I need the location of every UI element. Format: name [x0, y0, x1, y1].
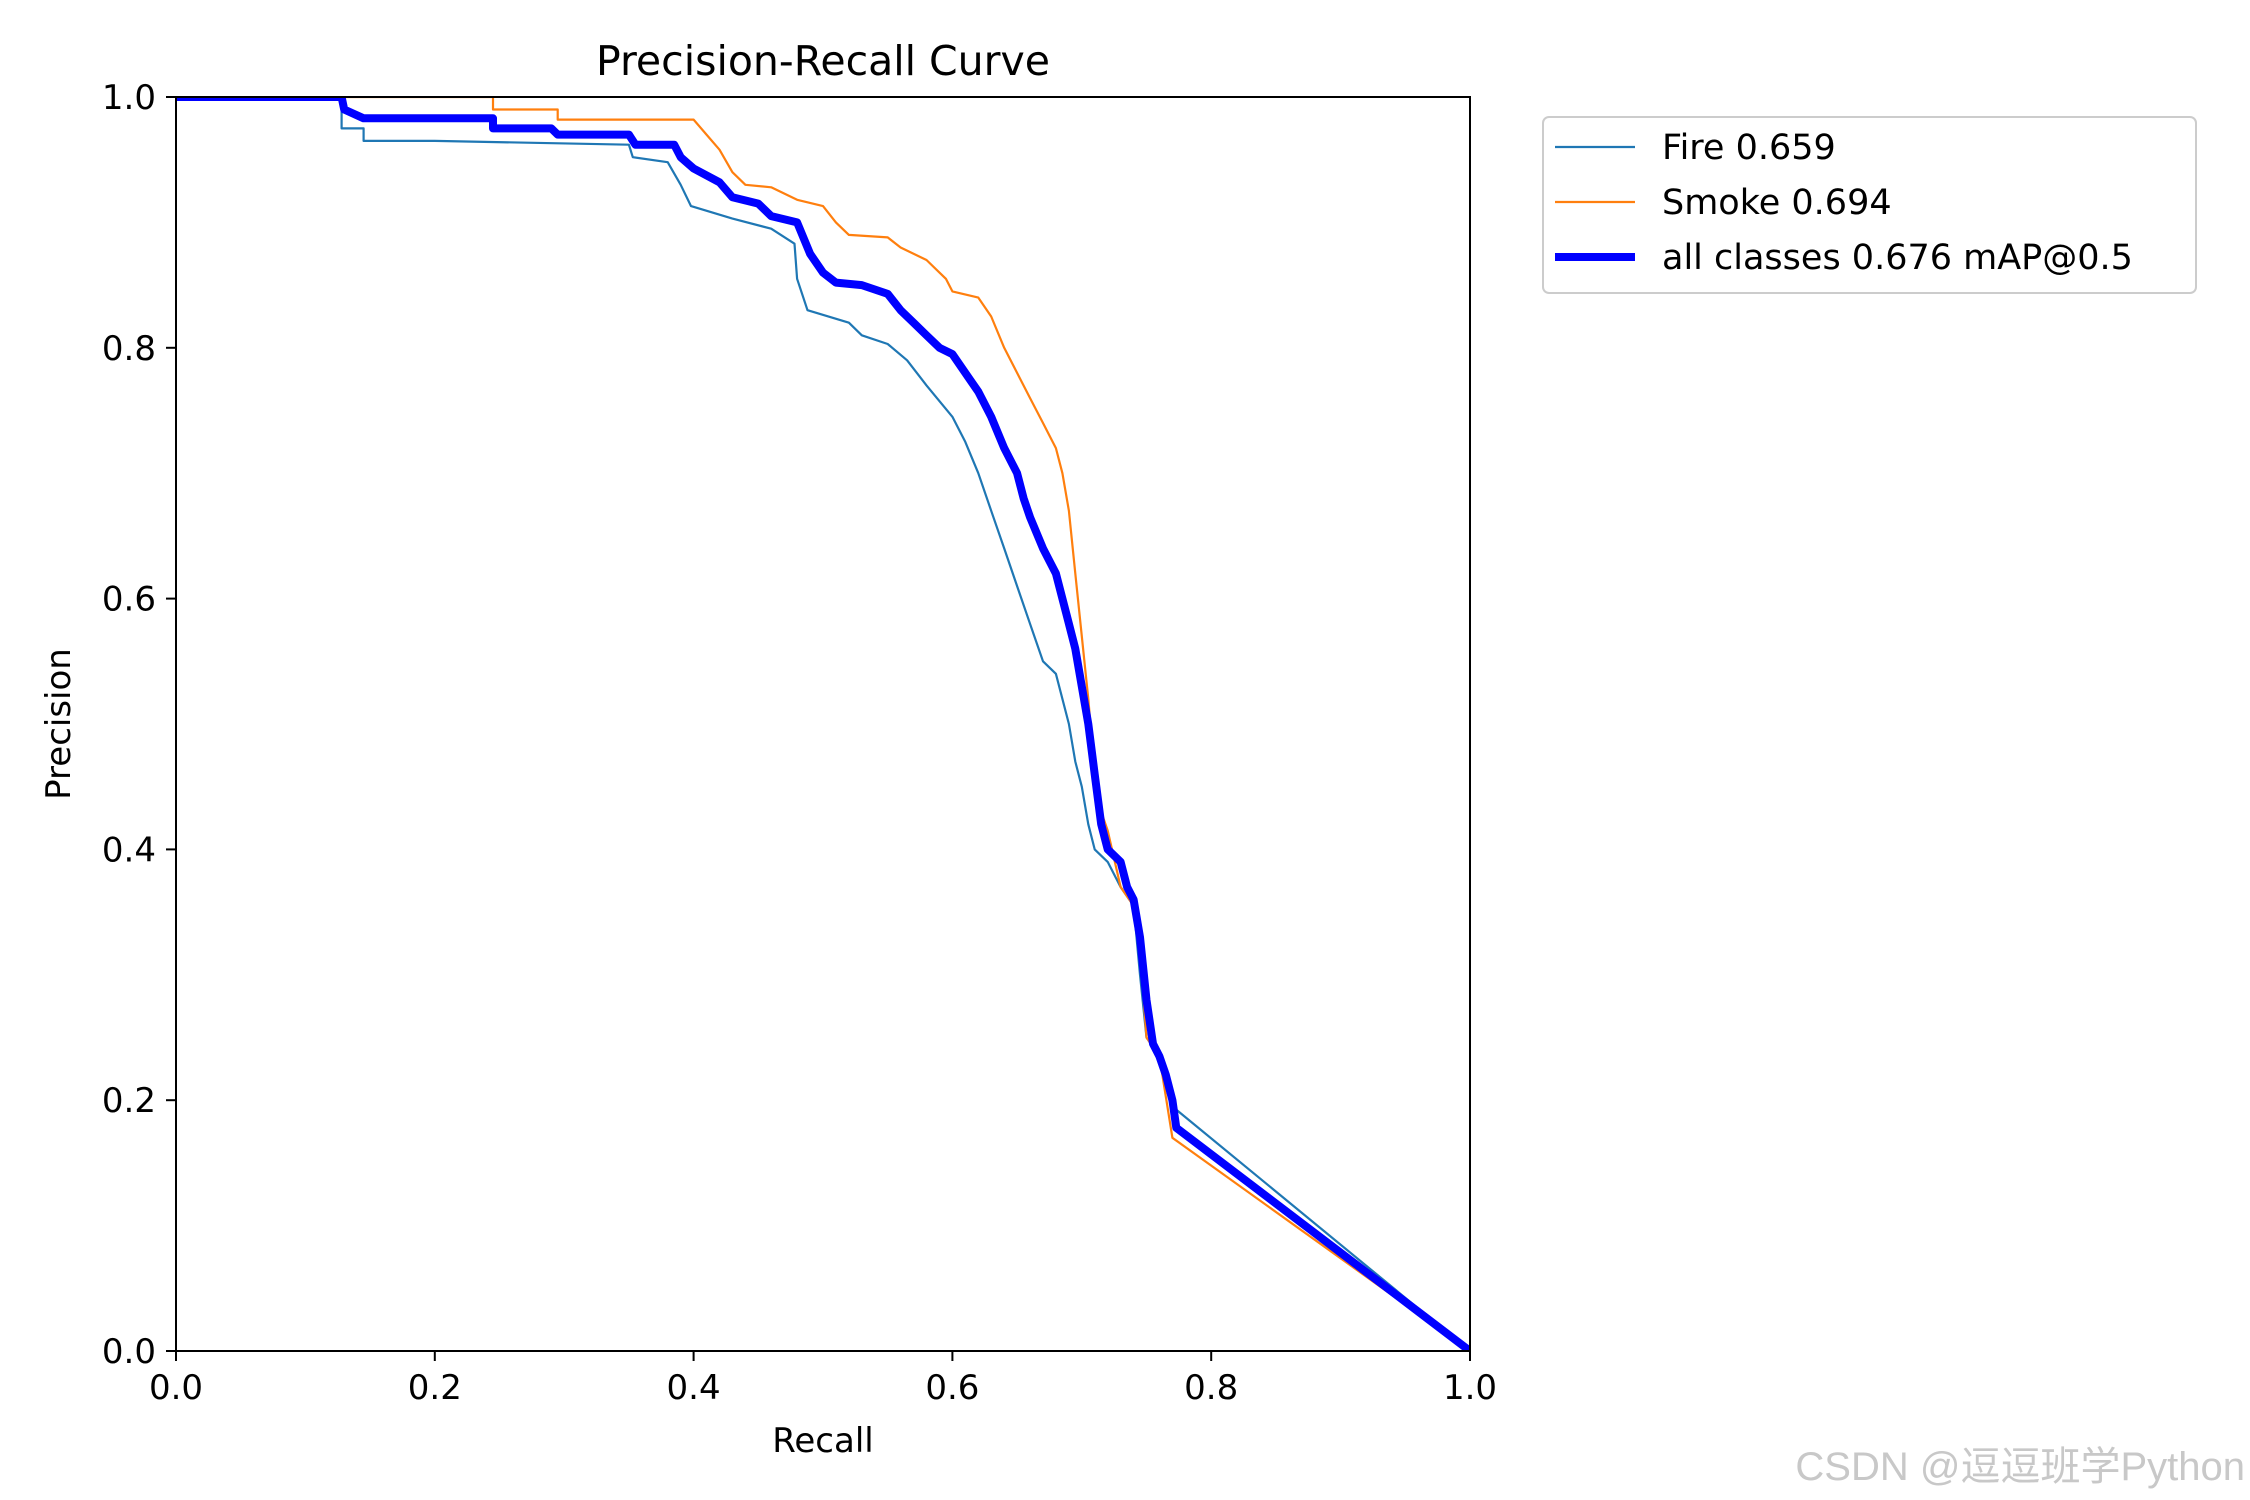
x-tick-label: 0.2: [408, 1368, 462, 1408]
legend-label: Fire 0.659: [1662, 128, 1836, 168]
series-line-1: [176, 97, 1470, 1351]
y-tick-label: 1.0: [102, 78, 156, 118]
x-tick-label: 0.0: [149, 1368, 203, 1408]
legend-label: Smoke 0.694: [1662, 183, 1892, 223]
legend-label: all classes 0.676 mAP@0.5: [1662, 238, 2133, 278]
y-tick-label: 0.0: [102, 1332, 156, 1372]
legend-box: [1542, 116, 2197, 294]
y-axis-label: Precision: [39, 648, 79, 800]
series-line-3: [176, 97, 1470, 1351]
x-tick-label: 0.6: [925, 1368, 979, 1408]
x-tick-label: 0.8: [1184, 1368, 1238, 1408]
legend: Fire 0.659 Smoke 0.694 all classes 0.676 m…: [1542, 116, 2197, 294]
series-line-2: [176, 97, 1470, 1351]
chart-title: Precision-Recall Curve: [596, 37, 1050, 85]
x-axis-label: Recall: [772, 1421, 873, 1461]
y-tick-label: 0.4: [102, 830, 156, 870]
plot-frame: [175, 96, 1471, 1352]
y-tick-label: 0.2: [102, 1081, 156, 1121]
watermark: CSDN @逗逗班学Python: [1795, 1445, 2245, 1489]
y-tick-label: 0.6: [102, 580, 156, 620]
x-tick-label: 1.0: [1443, 1368, 1497, 1408]
y-tick-label: 0.8: [102, 329, 156, 369]
x-tick-label: 0.4: [667, 1368, 721, 1408]
plot-area: [176, 97, 1470, 1351]
